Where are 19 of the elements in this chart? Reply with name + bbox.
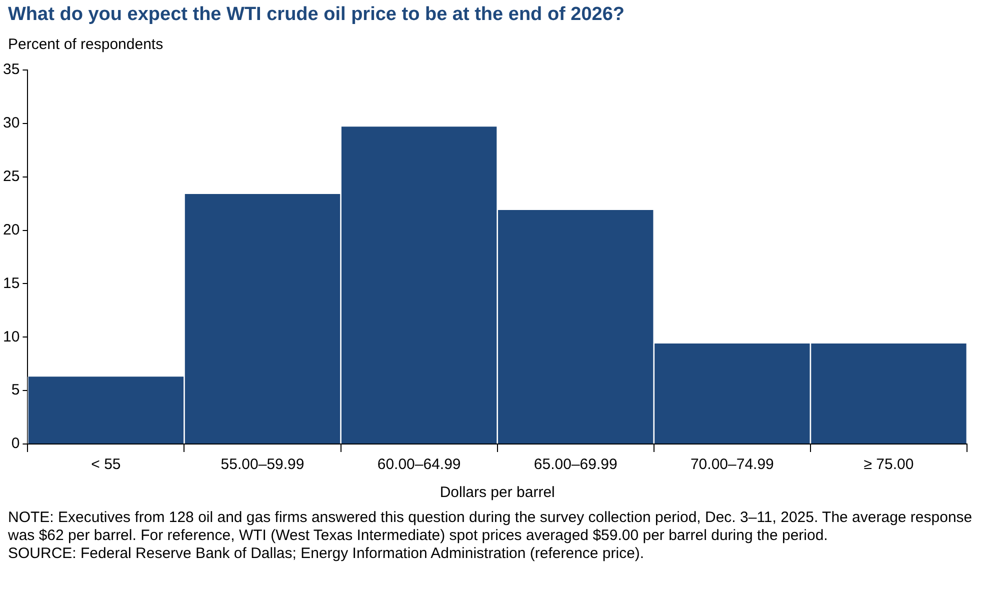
y-tick-label: 10	[2, 328, 20, 346]
x-tick-label: < 55	[91, 456, 121, 474]
y-tick-label: 15	[2, 274, 20, 292]
y-axis-title: Percent of respondents	[8, 36, 164, 53]
x-tick-label: 65.00–69.99	[534, 456, 618, 474]
y-tick-label: 5	[11, 382, 20, 399]
text: NOTE: Executives from 128 oil and gas firms answered this question during the survey collection period, Dec. 3–11, 2025. The average response was $62 per barrel. For reference, WTI (West Texas Intermediate) spot prices averaged $59.00 per barrel during the period.	[8, 509, 974, 545]
chart-title: What do you expect the WTI crude oil price to be at the end of 2026?	[8, 4, 625, 26]
x-tick-label: 60.00–64.99	[377, 456, 461, 474]
y-tick-label: 20	[2, 221, 20, 238]
x-axis-title: Dollars per barrel	[440, 484, 555, 502]
y-tick-label: 0	[11, 435, 20, 452]
y-tick-label: 35	[2, 61, 20, 78]
x-tick-label: 70.00–74.99	[690, 456, 774, 474]
x-tick-label: ≥ 75.00	[864, 456, 914, 474]
y-tick-label: 25	[2, 168, 20, 185]
y-tick-label: 30	[2, 114, 20, 132]
source-note: SOURCE: Federal Reserve Bank of Dallas; Energy Information Administration (reference price).	[8, 545, 646, 563]
x-tick-label: 55.00–59.99	[220, 456, 304, 474]
